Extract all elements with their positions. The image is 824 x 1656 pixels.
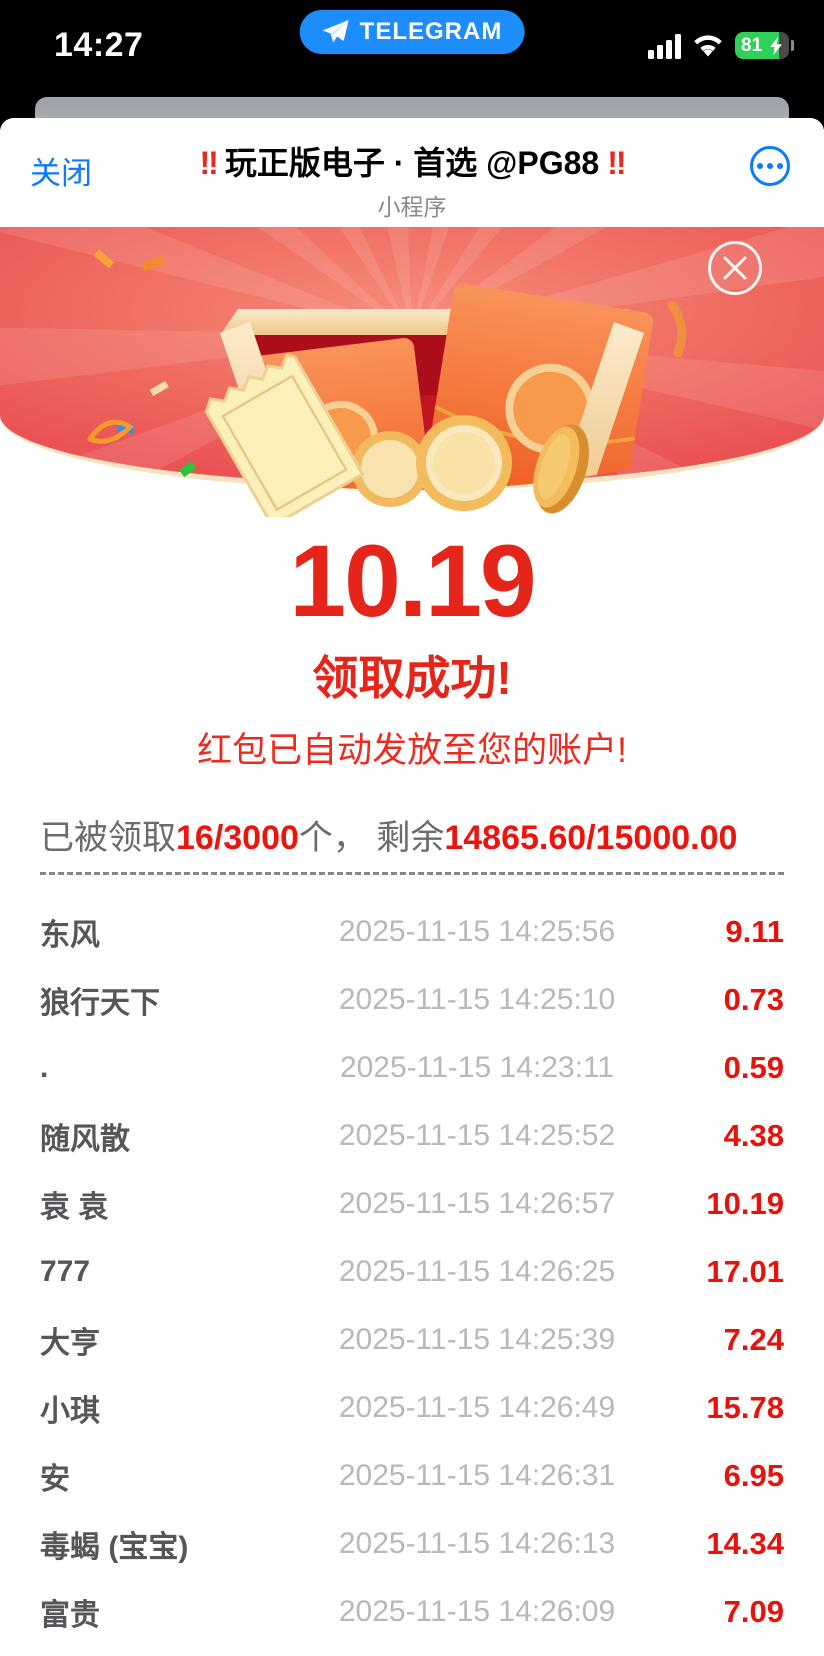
table-row: 小琪 2025-11-15 14:26:49 15.78 [0, 1374, 824, 1442]
telegram-pill-label: TELEGRAM [359, 18, 503, 45]
claim-amount: 0.59 [723, 1050, 784, 1085]
table-row: 随风散 2025-11-15 14:25:52 4.38 [0, 1102, 824, 1170]
stats-segment: 个， 剩余 [298, 819, 445, 857]
claim-success-text: 领取成功! [312, 652, 512, 704]
ellipsis-icon [757, 163, 763, 169]
battery-percent: 81 [741, 34, 763, 56]
claim-amount: 4.38 [723, 1118, 784, 1153]
claimer-name: 毒蝎 (宝宝) [40, 1531, 189, 1564]
claim-timestamp: 2025-11-15 14:26:49 [338, 1391, 616, 1424]
double-exclaim-icon: !! [607, 145, 626, 181]
close-button[interactable]: 关闭 [30, 148, 92, 193]
table-row: . 2025-11-15 14:23:11 0.59 [0, 1034, 824, 1102]
table-row: 袁 袁 2025-11-15 14:26:57 10.19 [0, 1170, 824, 1238]
claim-amount: 6.95 [723, 1458, 784, 1493]
miniapp-subtitle: 小程序 [377, 194, 447, 220]
claimer-name: 东风 [40, 919, 100, 952]
status-icons: 81 [648, 32, 794, 59]
status-bar: 14:27 TELEGRAM 81 [0, 0, 824, 96]
claim-timestamp: 2025-11-15 14:26:25 [338, 1255, 616, 1288]
page-title-text: 玩正版电子 · 首选 @PG88 [224, 145, 600, 181]
claimer-name: 袁 袁 [40, 1191, 109, 1224]
ellipsis-icon [767, 163, 773, 169]
claim-timestamp: 2025-11-15 14:26:09 [338, 1595, 616, 1628]
claim-timestamp: 2025-11-15 14:25:39 [338, 1323, 616, 1356]
claimed-amount: 10.19 [289, 524, 536, 638]
claim-timestamp: 2025-11-15 14:25:52 [338, 1119, 616, 1152]
stats-remaining-amount: 14865.60/15000.00 [444, 819, 738, 857]
page-title: !! 玩正版电子 · 首选 @PG88!! [192, 138, 633, 184]
claim-note-text: 红包已自动发放至您的账户! [197, 731, 627, 770]
table-row: 毒蝎 (宝宝) 2025-11-15 14:26:13 14.34 [0, 1510, 824, 1578]
claim-timestamp: 2025-11-15 14:25:56 [338, 915, 616, 948]
claimer-name: 小琪 [40, 1395, 100, 1428]
table-row: 东风 2025-11-15 14:25:56 9.11 [0, 898, 824, 966]
table-row: 大亨 2025-11-15 14:25:39 7.24 [0, 1306, 824, 1374]
claim-timestamp: 2025-11-15 14:26:31 [338, 1459, 616, 1492]
claimer-name: . [40, 1051, 49, 1084]
claim-timestamp: 2025-11-15 14:25:10 [338, 983, 616, 1016]
claim-timestamp: 2025-11-15 14:26:57 [338, 1187, 616, 1220]
paper-plane-icon [322, 20, 349, 43]
dashed-divider [40, 872, 784, 875]
claim-amount: 10.19 [706, 1186, 784, 1221]
status-time: 14:27 [54, 26, 144, 64]
claim-amount: 9.11 [725, 914, 784, 949]
stats-claimed-count: 16/3000 [176, 819, 299, 857]
miniapp-sheet: 关闭 !! 玩正版电子 · 首选 @PG88!! 小程序 [0, 118, 824, 1656]
claim-amount: 7.24 [723, 1322, 784, 1357]
claimer-name: 安 [40, 1463, 70, 1496]
table-row: 777 2025-11-15 14:26:25 17.01 [0, 1238, 824, 1306]
claims-list[interactable]: 东风 2025-11-15 14:25:56 9.11 狼行天下 2025-11… [0, 898, 824, 1656]
redpacket-banner [0, 227, 824, 490]
claim-stats: 已被领取16/3000个， 剩余14865.60/15000.00 [40, 810, 784, 859]
cellular-signal-icon [648, 33, 681, 59]
table-row: 富贵 2025-11-15 14:26:09 7.09 [0, 1578, 824, 1646]
battery-icon: 81 [735, 32, 789, 59]
claim-timestamp: 2025-11-15 14:23:11 [339, 1051, 615, 1084]
ellipsis-icon [777, 163, 783, 169]
more-options-button[interactable] [750, 146, 790, 186]
claim-amount: 7.09 [723, 1594, 784, 1629]
table-row: 狼行天下 2025-11-15 14:25:10 0.73 [0, 966, 824, 1034]
claimer-name: 随风散 [40, 1123, 130, 1156]
stats-segment: 已被领取 [40, 819, 176, 857]
claim-amount: 14.34 [706, 1526, 784, 1561]
claim-timestamp: 2025-11-15 14:26:13 [338, 1527, 616, 1560]
claimer-name: 777 [40, 1255, 91, 1288]
battery-nub [791, 40, 794, 51]
double-exclaim-icon: !! [199, 145, 219, 181]
miniapp-navbar: 关闭 !! 玩正版电子 · 首选 @PG88!! 小程序 [0, 118, 824, 227]
close-x-icon [723, 256, 747, 280]
banner-close-button[interactable] [708, 241, 762, 295]
claimer-name: 大亨 [40, 1327, 100, 1360]
claimer-name: 富贵 [40, 1599, 100, 1632]
claim-amount: 15.78 [706, 1390, 784, 1425]
charging-bolt-icon [770, 36, 782, 55]
telegram-pill-button[interactable]: TELEGRAM [299, 10, 525, 54]
nav-title-block: !! 玩正版电子 · 首选 @PG88!! 小程序 [192, 138, 633, 222]
wifi-icon [694, 34, 722, 56]
claimer-name: 狼行天下 [40, 987, 160, 1020]
claim-amount: 0.73 [723, 982, 784, 1017]
claim-amount: 17.01 [706, 1254, 784, 1289]
table-row: 安 2025-11-15 14:26:31 6.95 [0, 1442, 824, 1510]
